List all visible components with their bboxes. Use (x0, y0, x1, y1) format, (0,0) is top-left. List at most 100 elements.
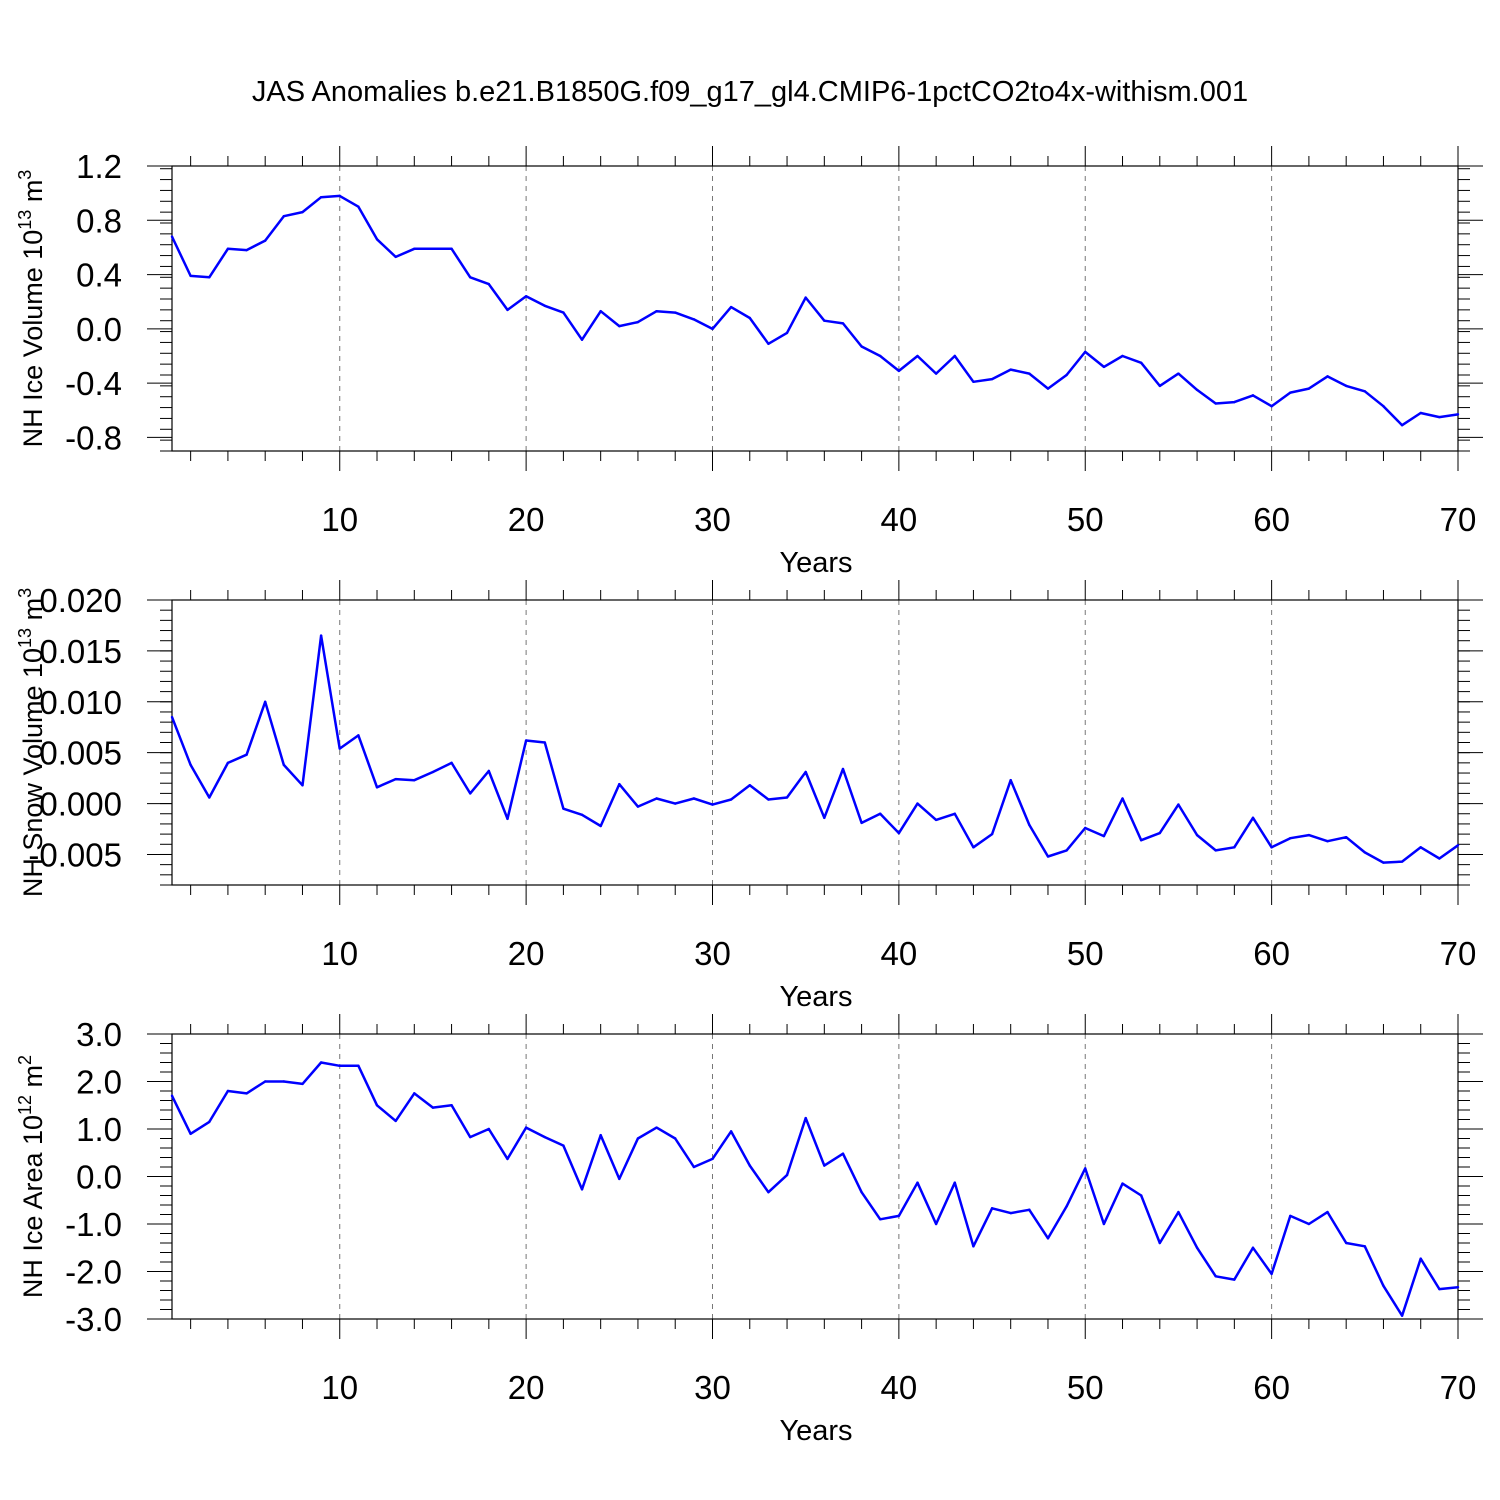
data-point (394, 255, 397, 259)
data-point (189, 1132, 192, 1135)
data-point (1400, 424, 1404, 427)
data-point (543, 741, 546, 744)
data-point (431, 770, 435, 774)
data-point (879, 1218, 882, 1221)
data-point (506, 1157, 509, 1161)
x-tick-label: 20 (508, 1369, 545, 1406)
data-point (674, 311, 677, 314)
data-point (823, 816, 826, 820)
data-point (1195, 833, 1199, 837)
data-point (1326, 840, 1329, 843)
data-point (1289, 1214, 1292, 1218)
data-point (841, 767, 845, 771)
data-point (263, 700, 267, 703)
data-point (170, 1094, 174, 1097)
data-point (338, 1064, 341, 1068)
data-point (1177, 803, 1180, 806)
plot-frame (171, 165, 1459, 452)
data-point (674, 802, 677, 805)
data-point (804, 296, 807, 299)
x-tick-label: 50 (1067, 501, 1104, 538)
data-point (394, 1119, 397, 1123)
y-tick-label: -2.0 (65, 1254, 122, 1291)
data-point (804, 770, 807, 774)
data-point (655, 797, 658, 800)
y-tick-label: 1.2 (76, 148, 122, 185)
data-point (636, 1137, 640, 1140)
data-point (655, 1126, 658, 1129)
data-point (1363, 390, 1367, 393)
y-tick-label: 0.015 (39, 633, 122, 670)
data-point (524, 739, 528, 742)
data-point (1233, 846, 1236, 849)
data-point (1326, 375, 1329, 378)
x-tick-label: 60 (1253, 501, 1290, 538)
y-tick-label: 1.0 (76, 1111, 122, 1148)
data-point (208, 796, 211, 799)
data-point (226, 247, 230, 250)
data-point (580, 813, 584, 816)
data-point (487, 282, 491, 286)
data-point (357, 205, 360, 208)
data-point (301, 1082, 304, 1086)
x-axis-label: Years (779, 981, 852, 1013)
x-tick-label: 70 (1440, 935, 1477, 972)
data-point (1009, 778, 1012, 782)
data-point (580, 338, 584, 341)
x-tick-label: 20 (508, 501, 545, 538)
chart-panel-2: 10 20 30 40 50 60 70 -0.005 0.000 0.005 0.010 0.015… (15, 580, 1483, 1013)
data-point (729, 798, 733, 801)
data-point (860, 1190, 863, 1194)
data-point (413, 778, 416, 782)
y-tick-label: -0.4 (65, 365, 122, 402)
data-point (748, 1164, 751, 1167)
data-point (450, 247, 453, 250)
y-tick-label: 0.020 (39, 582, 122, 619)
data-point (1344, 1241, 1348, 1245)
data-point (1102, 834, 1106, 838)
data-point (1456, 844, 1460, 847)
x-tick-label: 10 (321, 501, 358, 538)
data-point (506, 308, 509, 312)
data-point (1251, 1246, 1255, 1249)
data-point (934, 372, 938, 375)
x-tick-label: 60 (1253, 1369, 1290, 1406)
data-point (1102, 1222, 1106, 1226)
data-point (785, 331, 789, 335)
data-point (1084, 826, 1087, 830)
data-point (1046, 1237, 1050, 1240)
y-tick-label: 0.8 (76, 202, 122, 239)
data-point (431, 1106, 435, 1109)
data-point (1438, 1287, 1441, 1291)
data-point (692, 797, 696, 800)
data-point (282, 215, 286, 218)
data-point (990, 1207, 994, 1210)
y-tick-label: 0.0 (76, 1159, 122, 1196)
x-tick-label: 50 (1067, 1369, 1104, 1406)
data-point (487, 1127, 491, 1131)
data-point (1028, 372, 1031, 375)
x-tick-label: 10 (321, 1369, 358, 1406)
data-point (1344, 384, 1348, 388)
data-point (189, 763, 192, 767)
data-point (1195, 1246, 1199, 1249)
data-point (655, 310, 658, 313)
x-tick-label: 30 (694, 501, 731, 538)
data-point (1177, 1210, 1180, 1214)
data-point (767, 1190, 770, 1194)
data-point (1158, 831, 1161, 835)
data-point (375, 786, 379, 789)
data-point (748, 784, 751, 787)
data-point (1065, 373, 1068, 377)
data-point (897, 1214, 901, 1218)
data-point (1102, 365, 1106, 369)
x-axis-label: Years (779, 1415, 852, 1447)
data-point (599, 310, 602, 313)
data-point (469, 1135, 472, 1139)
data-point (562, 311, 565, 314)
data-point (972, 846, 975, 849)
data-point (1214, 1275, 1217, 1278)
data-point (618, 324, 621, 328)
data-point (226, 1089, 230, 1093)
